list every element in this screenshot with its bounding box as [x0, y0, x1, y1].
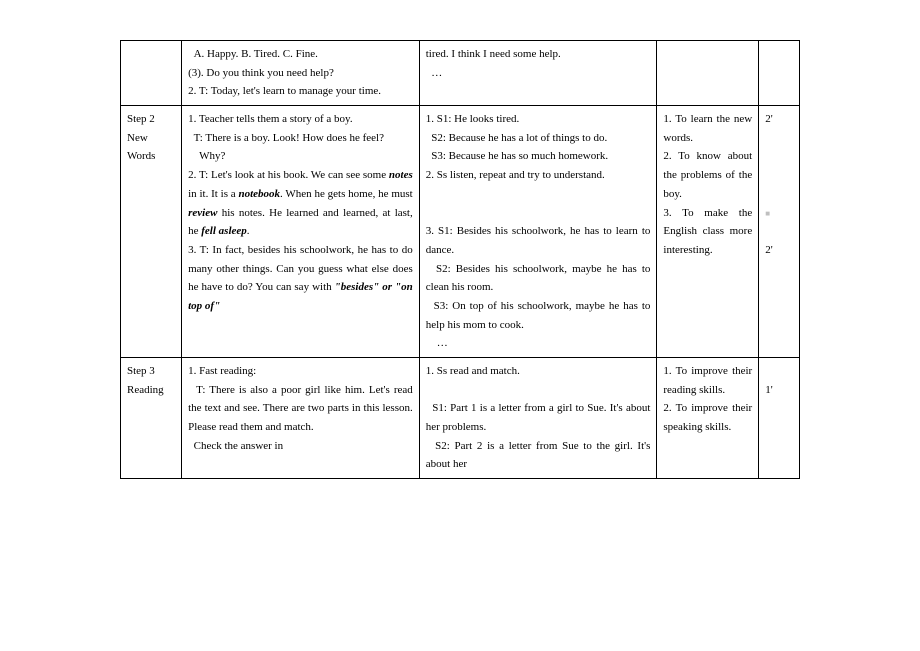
text: 3. To make the English class more intere…: [663, 207, 752, 256]
text: (3). Do you think you need help?: [188, 67, 334, 79]
text: S1: Part 1 is a letter from a girl to Su…: [426, 402, 651, 433]
text: T: There is a boy. Look! How does he fee…: [188, 132, 384, 144]
time-value: 1': [765, 384, 772, 396]
text: S2: Part 2 is a letter from Sue to the g…: [426, 440, 651, 471]
step-cell: [121, 41, 182, 106]
text: . When he gets home, he must: [280, 188, 413, 200]
text: S2: Because he has a lot of things to do…: [426, 132, 607, 144]
student-cell: tired. I think I need some help. …: [419, 41, 657, 106]
text: 2. T: Today, let's learn to manage your …: [188, 85, 381, 97]
time-value: 2': [765, 244, 772, 256]
time-cell: 2' ■ 2': [759, 106, 800, 358]
step-label: Step 3: [127, 365, 155, 377]
teacher-cell: A. Happy. B. Tired. C. Fine. (3). Do you…: [182, 41, 420, 106]
text: S2: Besides his schoolwork, maybe he has…: [426, 263, 651, 294]
text: 2. To improve their speaking skills.: [663, 402, 752, 433]
text: 1. Fast reading:: [188, 365, 256, 377]
text: 1. Ss read and match.: [426, 365, 520, 377]
purpose-cell: [657, 41, 759, 106]
step-label: Reading: [127, 384, 164, 396]
time-value: 2': [765, 113, 772, 125]
step-label: New Words: [127, 132, 155, 163]
student-cell: 1. S1: He looks tired. S2: Because he ha…: [419, 106, 657, 358]
text: 1. To improve their reading skills.: [663, 365, 752, 396]
text: A. Happy. B. Tired. C. Fine.: [188, 48, 318, 60]
badge-icon: ■: [765, 209, 770, 218]
teacher-cell: 1. Teacher tells them a story of a boy. …: [182, 106, 420, 358]
purpose-cell: 1. To improve their reading skills. 2. T…: [657, 358, 759, 479]
purpose-cell: 1. To learn the new words. 2. To know ab…: [657, 106, 759, 358]
step-cell: Step 2 New Words: [121, 106, 182, 358]
text: 3. S1: Besides his schoolwork, he has to…: [426, 225, 651, 256]
text: …: [426, 337, 448, 349]
text: 2. Ss listen, repeat and try to understa…: [426, 169, 605, 181]
keyword: notebook: [238, 188, 280, 200]
table-row: A. Happy. B. Tired. C. Fine. (3). Do you…: [121, 41, 800, 106]
text: S3: Because he has so much homework.: [426, 150, 608, 162]
keyword: review: [188, 207, 217, 219]
text: in it. It is a: [188, 188, 238, 200]
keyword: notes: [389, 169, 413, 181]
text: Why?: [188, 150, 225, 162]
table-row: Step 3 Reading 1. Fast reading: T: There…: [121, 358, 800, 479]
text: …: [426, 67, 443, 79]
text: T: There is also a poor girl like him. L…: [188, 384, 413, 433]
table-row: Step 2 New Words 1. Teacher tells them a…: [121, 106, 800, 358]
text: 2. T: Let's look at his book. We can see…: [188, 169, 389, 181]
student-cell: 1. Ss read and match. S1: Part 1 is a le…: [419, 358, 657, 479]
time-cell: 1': [759, 358, 800, 479]
text: .: [247, 225, 250, 237]
text: 1. To learn the new words.: [663, 113, 752, 144]
keyword: fell asleep: [201, 225, 247, 237]
teacher-cell: 1. Fast reading: T: There is also a poor…: [182, 358, 420, 479]
lesson-plan-table: A. Happy. B. Tired. C. Fine. (3). Do you…: [120, 40, 800, 479]
text: tired. I think I need some help.: [426, 48, 561, 60]
step-cell: Step 3 Reading: [121, 358, 182, 479]
step-label: Step 2: [127, 113, 155, 125]
text: S3: On top of his schoolwork, maybe he h…: [426, 300, 651, 331]
time-cell: [759, 41, 800, 106]
text: 1. S1: He looks tired.: [426, 113, 520, 125]
text: 1. Teacher tells them a story of a boy.: [188, 113, 352, 125]
text: 2. To know about the problems of the boy…: [663, 150, 752, 199]
text: Check the answer in: [188, 440, 283, 452]
